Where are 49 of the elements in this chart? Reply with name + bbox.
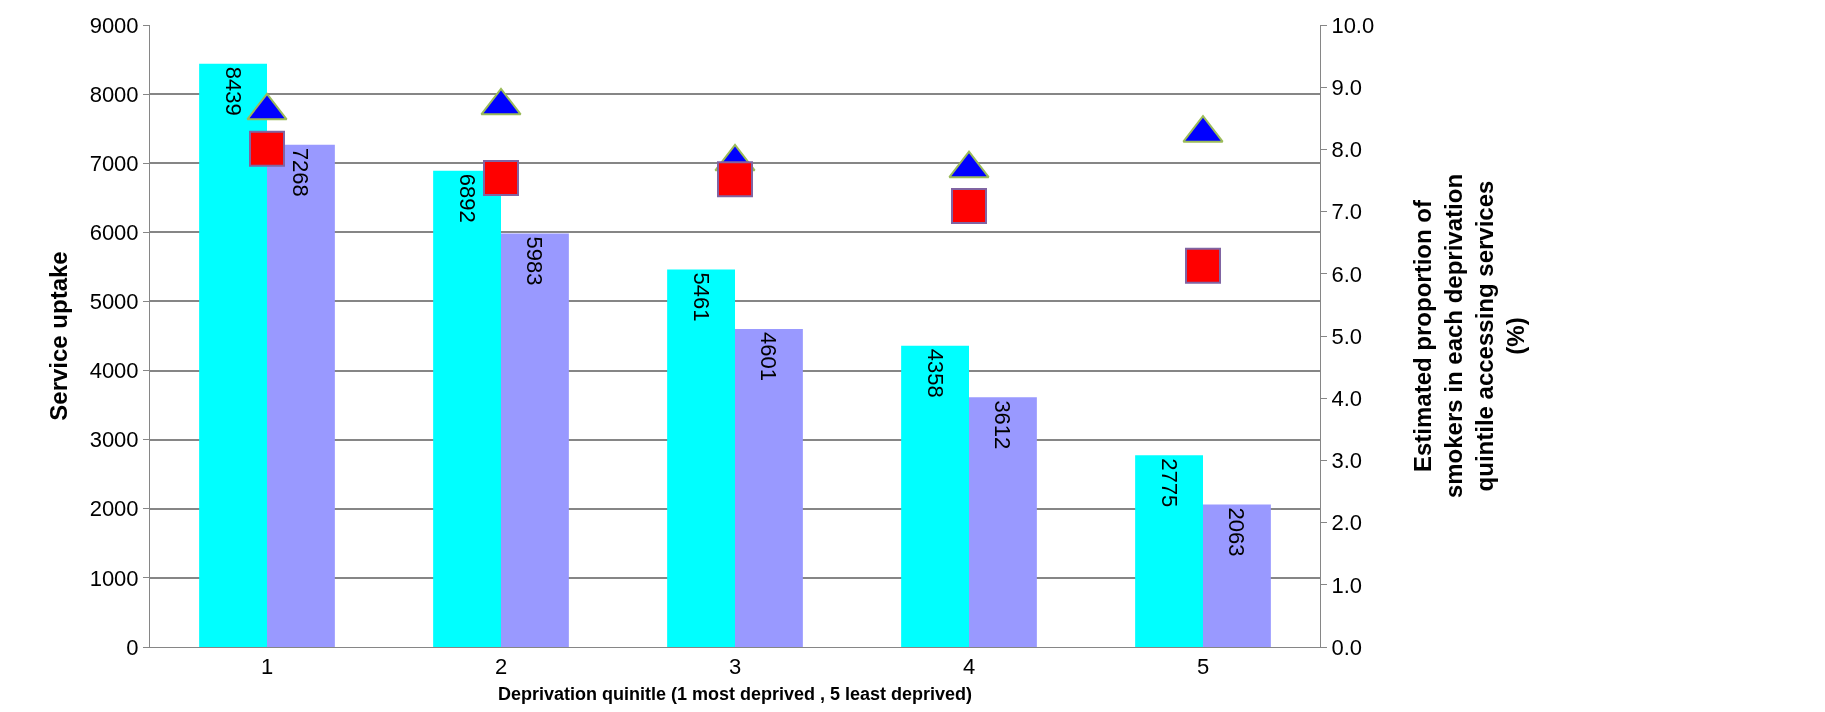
data-label: 6892 <box>454 173 480 223</box>
y2-tick-label: 8.0 <box>1331 137 1362 163</box>
x-tick-label: 5 <box>1196 654 1210 680</box>
y2-tick-label: 0.0 <box>1331 634 1362 660</box>
y2-tick-label: 4.0 <box>1331 385 1362 411</box>
y2-tick-label: 7.0 <box>1331 199 1362 225</box>
y2-tick-label: 3.0 <box>1331 448 1362 474</box>
y-tick-label: 1000 <box>89 565 139 591</box>
bar <box>501 233 569 647</box>
y2-tick-label: 5.0 <box>1331 323 1362 349</box>
bar <box>267 144 335 647</box>
y2-tick-label: 1.0 <box>1331 572 1362 598</box>
y-axis-title: Service uptake <box>44 251 72 421</box>
data-label: 8439 <box>220 66 246 116</box>
bar <box>199 63 267 647</box>
y2-axis-title: Estimated proportion of smokers in each deprivation quintile accessing services (%) <box>1408 173 1530 499</box>
data-label: 7268 <box>288 147 314 197</box>
data-label: 5983 <box>522 236 548 286</box>
y-tick-label: 7000 <box>89 150 139 176</box>
y-tick-label: 3000 <box>89 427 139 453</box>
bar <box>1203 504 1271 647</box>
y-tick-label: 2000 <box>89 496 139 522</box>
y-tick-label: 8000 <box>89 81 139 107</box>
y2-tick-label: 10.0 <box>1331 12 1375 38</box>
x-tick-label: 3 <box>728 654 742 680</box>
bar <box>1135 455 1203 647</box>
bar <box>667 269 735 647</box>
bar <box>901 345 969 647</box>
y-tick-label: 5000 <box>89 289 139 315</box>
bar <box>433 170 501 647</box>
bar <box>735 329 803 647</box>
y2-tick-label: 2.0 <box>1331 510 1362 536</box>
bar <box>969 397 1037 647</box>
data-label: 2063 <box>1224 507 1250 557</box>
x-tick-label: 4 <box>962 654 976 680</box>
data-label: 4601 <box>756 332 782 381</box>
y-tick-label: 6000 <box>89 220 139 246</box>
y-tick-label: 4000 <box>89 358 139 384</box>
y-tick-label: 9000 <box>89 12 139 38</box>
y-tick-label: 0 <box>126 634 139 660</box>
x-tick-label: 2 <box>494 654 508 680</box>
data-label: 4358 <box>922 348 948 398</box>
y2-tick-label: 6.0 <box>1331 261 1362 287</box>
data-label: 3612 <box>990 400 1016 450</box>
x-axis-title: Deprivation quinitle (1 most deprived , 5 least deprived) <box>497 683 973 704</box>
x-tick-label: 1 <box>260 654 274 680</box>
y2-tick-label: 9.0 <box>1331 74 1362 100</box>
data-label: 5461 <box>688 272 714 322</box>
data-label: 2775 <box>1156 458 1182 508</box>
